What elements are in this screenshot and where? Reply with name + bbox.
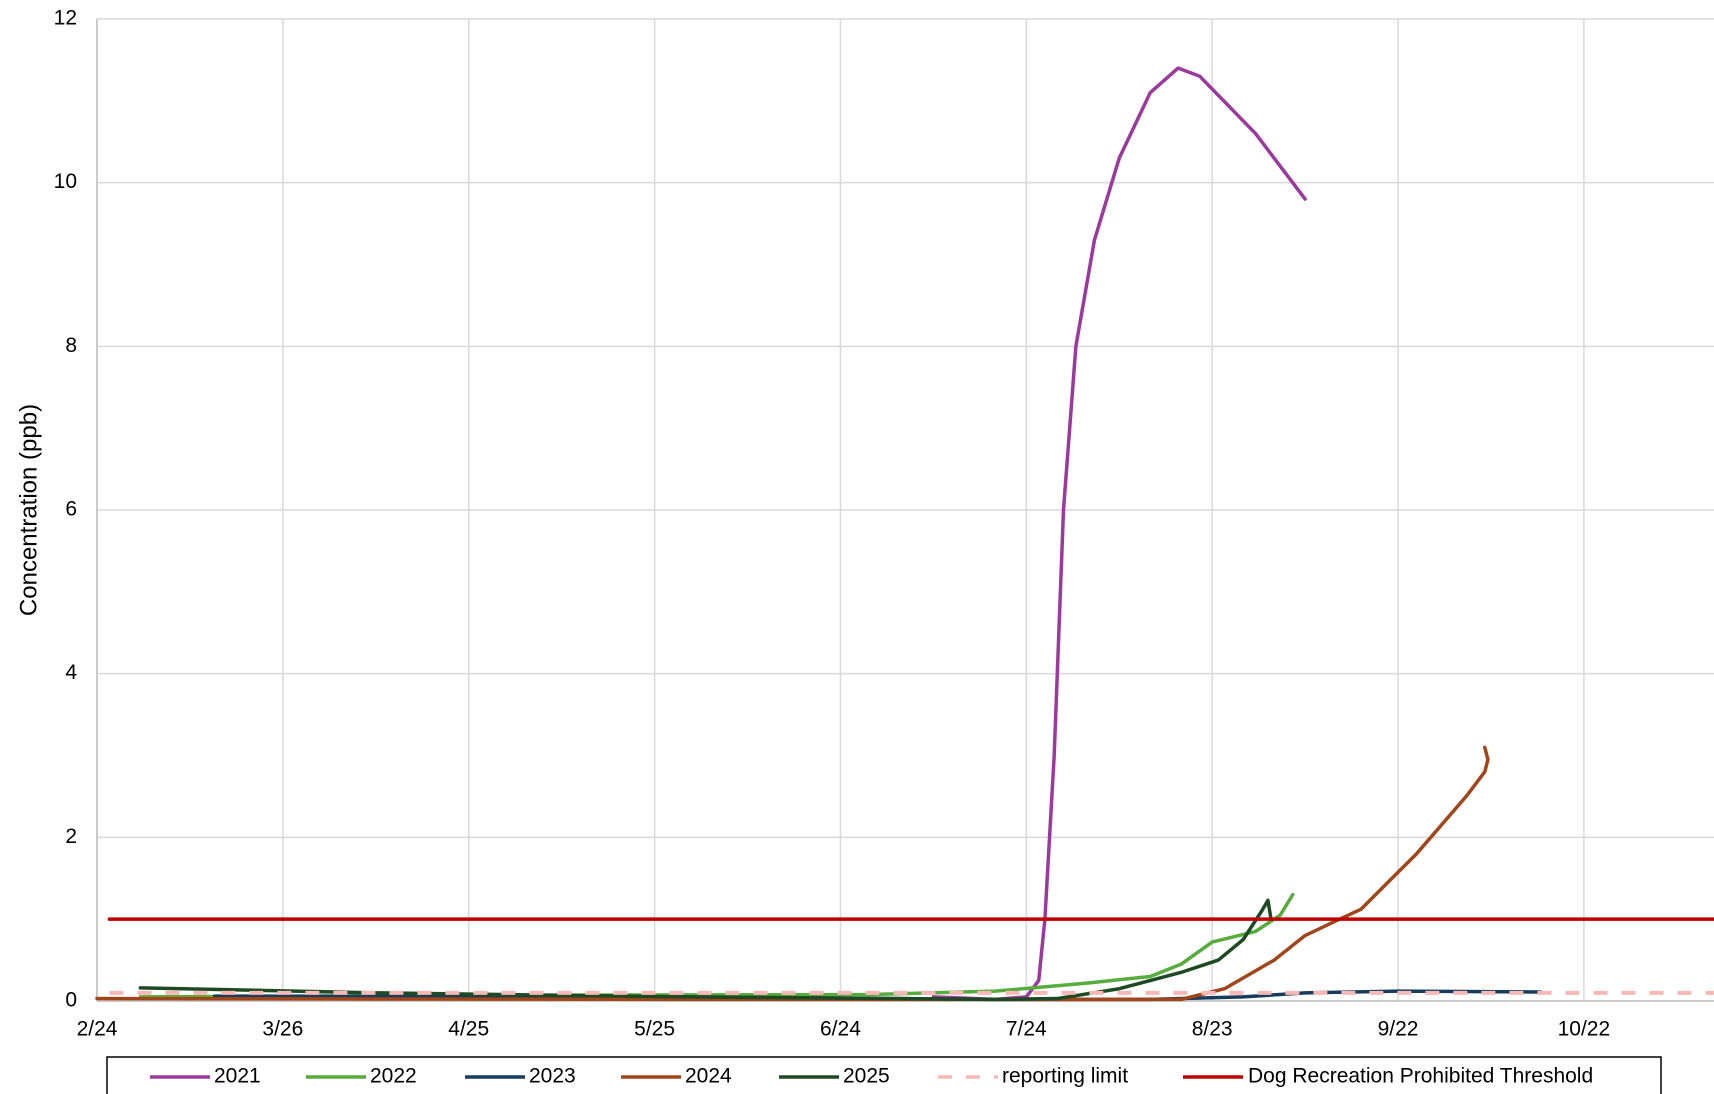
x-tick-label: 3/26	[262, 1018, 303, 1041]
y-tick-label: 2	[65, 825, 77, 848]
x-tick-label: 7/24	[1006, 1018, 1047, 1041]
x-tick-label: 5/25	[634, 1018, 675, 1041]
legend-label: 2022	[370, 1065, 417, 1088]
series-line	[138, 892, 1295, 999]
series-line	[931, 66, 1307, 1002]
y-tick-label: 0	[65, 989, 77, 1012]
legend-label: 2023	[529, 1065, 576, 1088]
y-tick-label: 12	[54, 7, 77, 30]
legend-label: 2021	[214, 1065, 261, 1088]
x-tick-label: 8/23	[1192, 1018, 1233, 1041]
x-tick-label: 2/24	[77, 1018, 118, 1041]
y-tick-label: 4	[65, 661, 77, 684]
x-tick-label: 4/25	[448, 1018, 489, 1041]
y-tick-label: 6	[65, 498, 77, 521]
y-tick-label: 8	[65, 334, 77, 357]
series-line	[95, 745, 1490, 1002]
legend-label: 2025	[843, 1065, 890, 1088]
legend-label: 2024	[685, 1065, 732, 1088]
y-axis-label: Concentration (ppb)	[15, 404, 42, 616]
legend-label: Dog Recreation Prohibited Threshold	[1248, 1065, 1593, 1088]
x-tick-label: 10/22	[1558, 1018, 1611, 1041]
legend-label: reporting limit	[1002, 1065, 1128, 1088]
series-line	[138, 898, 1273, 1002]
x-tick-label: 6/24	[820, 1018, 861, 1041]
y-tick-label: 10	[54, 170, 77, 193]
x-tick-label: 9/22	[1378, 1018, 1419, 1041]
